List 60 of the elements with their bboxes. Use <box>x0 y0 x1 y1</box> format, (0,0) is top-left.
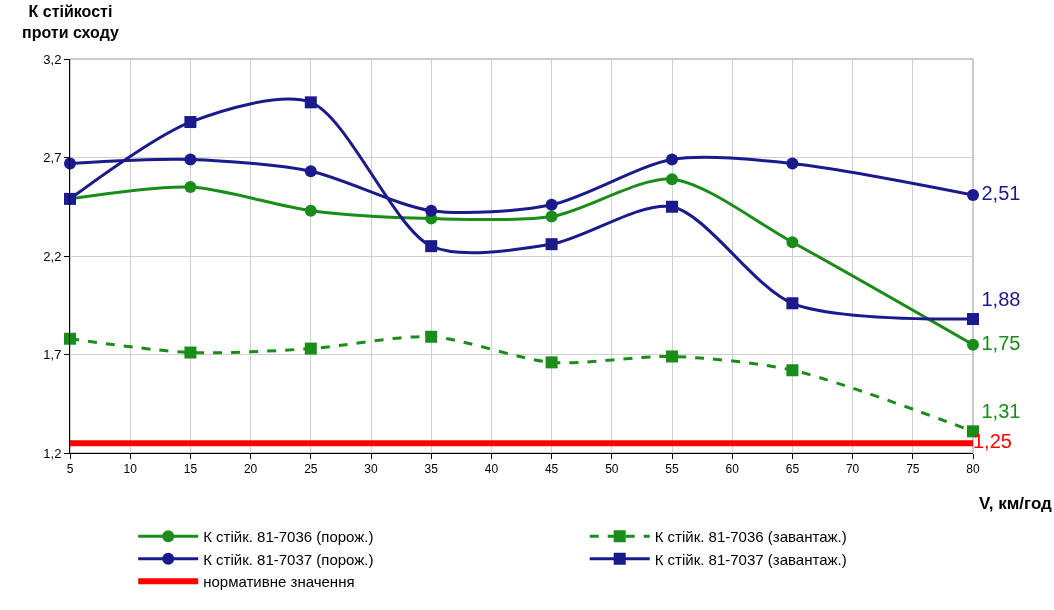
point <box>184 181 197 194</box>
x-tick-label: 25 <box>304 462 318 477</box>
x-tick-label: 30 <box>364 462 378 477</box>
x-tick-label: 20 <box>243 462 258 477</box>
x-tick-label: 45 <box>544 462 559 477</box>
point <box>786 236 799 249</box>
y-tick-label: 3,2 <box>43 51 62 67</box>
legend-label: К стійк. 81-7036 (завантаж.) <box>654 528 847 546</box>
legend-label: К стійк. 81-7037 (завантаж.) <box>654 550 847 568</box>
y-tick-label: 1,2 <box>43 445 62 461</box>
data-label: 1,25 <box>973 430 1012 453</box>
x-tick-label: 5 <box>66 462 74 477</box>
point <box>666 200 678 213</box>
point <box>545 210 558 223</box>
y-axis-title: К стійкості проти сходу <box>22 3 120 41</box>
point <box>545 238 558 251</box>
data-label: 2,51 <box>981 181 1021 204</box>
x-tick-label: 60 <box>725 462 740 477</box>
x-tick-label: 35 <box>424 462 439 477</box>
point <box>304 96 317 109</box>
point <box>786 297 799 310</box>
legend-label: К стійк. 81-7036 (порож.) <box>203 528 374 546</box>
x-tick-label: 10 <box>123 462 138 477</box>
point <box>786 364 799 377</box>
point <box>967 188 979 201</box>
x-axis-title: V, км/год <box>979 494 1053 513</box>
point <box>184 116 197 129</box>
point <box>304 342 317 355</box>
y-tick-label: 2,2 <box>43 248 62 264</box>
point <box>967 338 979 351</box>
point <box>967 313 979 326</box>
x-tick-label: 40 <box>484 462 499 477</box>
x-tick-label: 65 <box>785 462 800 477</box>
data-label: 1,88 <box>981 287 1021 310</box>
x-tick-label: 50 <box>605 462 619 477</box>
point <box>184 153 197 166</box>
point <box>304 165 317 178</box>
point <box>425 204 438 217</box>
y-tick-label: 2,7 <box>43 150 62 166</box>
x-tick-label: 75 <box>906 462 920 477</box>
point <box>304 204 317 217</box>
x-tick-label: 55 <box>665 462 679 477</box>
point <box>666 350 678 363</box>
data-label: 1,75 <box>981 331 1021 354</box>
data-label: 1,31 <box>981 399 1021 422</box>
x-tick-label: 70 <box>845 462 860 477</box>
y-tick-label: 1,7 <box>43 347 62 363</box>
legend-label: нормативне значення <box>203 573 355 591</box>
x-tick-label: 80 <box>966 462 980 477</box>
point <box>545 356 558 369</box>
x-tick-label: 15 <box>183 462 198 477</box>
legend-label: К стійк. 81-7037 (порож.) <box>203 550 374 568</box>
point <box>786 157 799 170</box>
point <box>425 330 438 343</box>
point <box>425 240 438 253</box>
point <box>64 332 76 345</box>
point <box>666 173 678 186</box>
point <box>666 153 678 166</box>
point <box>545 198 558 211</box>
point <box>184 346 197 359</box>
